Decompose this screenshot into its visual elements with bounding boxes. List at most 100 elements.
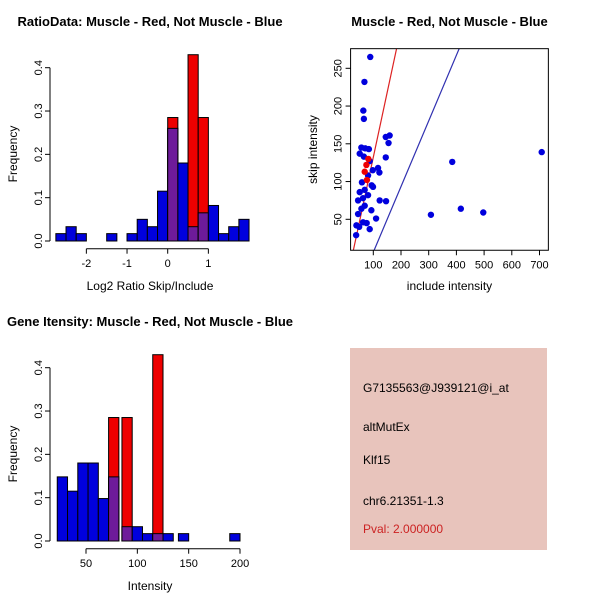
ratio_hist-x-tick-label: 0 [165,258,171,270]
scatter-x-tick-label: 100 [364,259,382,271]
scatter-y-tick-label: 250 [333,59,345,77]
event-type-text: altMutEx [363,420,410,434]
gene-intensity-histogram-panel: Gene Itensity: Muscle - Red, Not Muscle … [6,314,293,593]
not-muscle-point [365,145,373,153]
overlap-bar [121,526,133,542]
not-muscle-point [364,191,372,199]
not-muscle-bar [65,226,77,242]
not-muscle-point [360,115,368,123]
not-muscle-bar [77,462,89,542]
not-muscle-bar [207,204,220,242]
ratio_hist-y-axis-label: Frequency [6,126,20,183]
not-muscle-point [385,139,392,147]
not-muscle-bar [136,218,148,242]
scatter-plot-box [350,48,549,251]
not-muscle-point [358,205,365,212]
ratio_hist-y-tick-label: 0.2 [33,147,45,162]
not-muscle-point [372,215,380,222]
not-muscle-fit-line [373,48,460,251]
not-muscle-bar [75,233,87,242]
intensity_hist-x-tick-label: 150 [179,558,197,570]
scatter-title: Muscle - Red, Not Muscle - Blue [351,14,547,29]
intensity_hist-y-tick-label: 0.3 [33,403,45,418]
intensity_hist-x-axis-label: Intensity [128,579,173,593]
ratio_hist-x-tick-label: 1 [205,258,211,270]
not-muscle-bar [162,533,174,542]
pval-text: Pval: 2.000000 [363,522,444,536]
scatter-plot-area [352,48,545,251]
muscle-point [363,176,371,184]
overlap-bar [108,476,120,542]
ratio_hist-y-tick-label: 0.0 [33,233,45,248]
overlap-bar [197,212,209,242]
not-muscle-point [354,210,362,218]
scatter-x-tick-label: 700 [530,259,548,271]
not-muscle-bar [55,233,67,242]
not-muscle-point [361,186,368,194]
scatter-x-tick-label: 400 [447,259,465,271]
intensity_hist-x-tick-label: 100 [128,558,146,570]
intensity_hist-y-tick-label: 0.2 [33,447,45,462]
scatter-x-tick-label: 200 [392,259,410,271]
not-muscle-point [480,209,487,216]
not-muscle-point [359,194,367,202]
not-muscle-point [368,182,375,189]
not-muscle-bar [177,162,189,242]
not-muscle-bar [87,462,99,542]
not-muscle-bar [229,533,241,542]
intensity_hist-y-axis-label: Frequency [6,426,20,483]
not-muscle-bar [131,526,143,542]
not-muscle-point [382,197,390,205]
not-muscle-point [386,132,393,139]
not-muscle-bar [218,233,230,242]
muscle-bar [121,417,133,542]
ratio-histogram-panel: RatioData: Muscle - Red, Not Muscle - Bl… [6,14,283,293]
not-muscle-point [376,197,383,204]
not-muscle-point [360,107,367,114]
overlap-bar [152,533,164,542]
muscle-point [365,155,372,163]
gene-info-panel: G7135563@J939121@i_at altMutEx Klf15 chr… [300,300,600,600]
not-muscle-bar [146,226,159,242]
ratio_hist-x-axis-label: Log2 Ratio Skip/Include [87,279,214,293]
not-muscle-bar [228,226,240,242]
not-muscle-bar [97,498,110,542]
gene-name-text: Klf15 [363,453,391,467]
not-muscle-point [457,205,465,212]
not-muscle-bar [106,233,118,242]
not-muscle-point [361,78,368,86]
scatter-x-tick-label: 500 [475,259,493,271]
not-muscle-point [367,53,374,61]
not-muscle-point [356,188,363,196]
not-muscle-point [366,225,373,233]
locus-text: chr6.21351-1.3 [363,494,444,508]
not-muscle-point [538,148,545,156]
probe-id-text: G7135563@J939121@i_at [363,381,509,395]
ratio_hist-y-tick-label: 0.4 [33,60,45,75]
not-muscle-bar [177,533,190,542]
ratio_hist-y-tick-label: 0.3 [33,103,45,118]
ratio_hist-y-tick-label: 0.1 [33,190,45,205]
not-muscle-bar [126,233,138,242]
muscle-fit-line [352,48,398,251]
intensity_hist-x-tick-label: 200 [231,558,249,570]
not-muscle-bar [56,476,69,542]
not-muscle-bar [157,190,169,242]
ratio_hist-x-tick-label: -2 [81,258,91,270]
not-muscle-point [354,197,362,204]
ratio_hist-x-tick-label: -1 [122,258,132,270]
not-muscle-point [368,207,375,214]
intensity_hist-y-tick-label: 0.4 [33,360,45,375]
intensity-scatter-panel: Muscle - Red, Not Muscle - Blue skip inte… [306,14,549,293]
scatter-y-axis-label: skip intensity [306,115,320,184]
scatter-x-axis-label: include intensity [407,279,492,293]
not-muscle-point [369,167,376,174]
intensity_hist-title: Gene Itensity: Muscle - Red, Not Muscle … [7,314,293,329]
not-muscle-point [352,231,360,239]
overlap-bar [167,127,179,242]
overlap-bar [187,226,199,242]
not-muscle-point [382,154,389,161]
intensity_hist-y-tick-label: 0.0 [33,533,45,548]
scatter-y-tick-label: 200 [333,97,345,115]
